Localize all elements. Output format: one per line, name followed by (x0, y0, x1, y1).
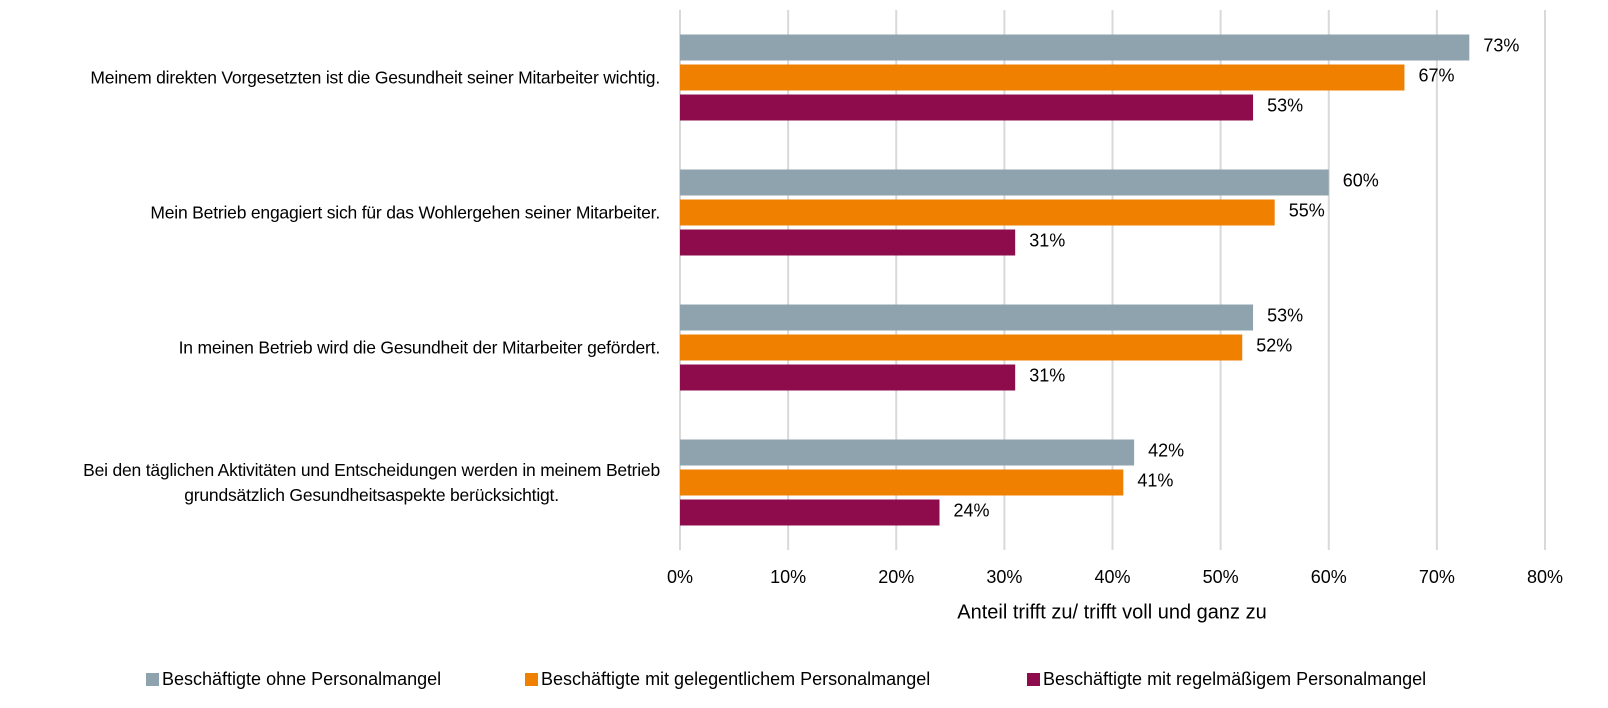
value-label: 53% (1267, 95, 1303, 115)
bar (680, 94, 1254, 121)
bar (680, 64, 1405, 91)
bar (680, 169, 1329, 196)
x-tick-label: 50% (1203, 567, 1239, 587)
value-label: 31% (1029, 230, 1065, 250)
value-label: 73% (1483, 35, 1519, 55)
value-label: 41% (1137, 470, 1173, 490)
x-tick-label: 30% (986, 567, 1022, 587)
value-label: 31% (1029, 365, 1065, 385)
bar (680, 469, 1124, 496)
value-label: 55% (1289, 200, 1325, 220)
value-label: 60% (1343, 170, 1379, 190)
y-tick-label: Meinem direkten Vorgesetzten ist die Ges… (90, 67, 660, 87)
y-tick-label: Bei den täglichen Aktivitäten und Entsch… (83, 459, 660, 505)
legend-label: Beschäftigte mit gelegentlichem Personal… (541, 669, 930, 689)
bar (680, 304, 1254, 331)
value-label: 53% (1267, 305, 1303, 325)
value-label: 42% (1148, 440, 1184, 460)
x-tick-label: 20% (878, 567, 914, 587)
bar (680, 34, 1470, 61)
category-label-box: Meinem direkten Vorgesetzten ist die Ges… (0, 65, 660, 90)
x-tick-label: 60% (1311, 567, 1347, 587)
y-tick-label: Mein Betrieb engagiert sich für das Wohl… (150, 202, 660, 222)
value-label: 67% (1418, 65, 1454, 85)
x-tick-label: 40% (1094, 567, 1130, 587)
bar (680, 229, 1016, 256)
legend-swatch (1027, 673, 1040, 686)
legend-swatch (525, 673, 538, 686)
x-tick-label: 0% (667, 567, 693, 587)
bar (680, 499, 940, 526)
legend-label: Beschäftigte mit regelmäßigem Personalma… (1043, 669, 1426, 689)
bar (680, 199, 1275, 226)
x-axis-title: Anteil trifft zu/ trifft voll und ganz z… (957, 601, 1266, 623)
legend-label: Beschäftigte ohne Personalmangel (162, 669, 441, 689)
value-label: 52% (1256, 335, 1292, 355)
x-tick-label: 80% (1527, 567, 1563, 587)
category-label-box: In meinen Betrieb wird die Gesundheit de… (0, 335, 661, 360)
x-tick-label: 10% (770, 567, 806, 587)
y-tick-label: In meinen Betrieb wird die Gesundheit de… (178, 337, 661, 357)
bar (680, 364, 1016, 391)
value-label: 24% (954, 500, 990, 520)
bar (680, 439, 1135, 466)
x-tick-label: 70% (1419, 567, 1455, 587)
category-label-box: Bei den täglichen Aktivitäten und Entsch… (0, 458, 660, 508)
legend-swatch (146, 673, 159, 686)
category-label-box: Mein Betrieb engagiert sich für das Wohl… (0, 200, 660, 225)
bar (680, 334, 1243, 361)
